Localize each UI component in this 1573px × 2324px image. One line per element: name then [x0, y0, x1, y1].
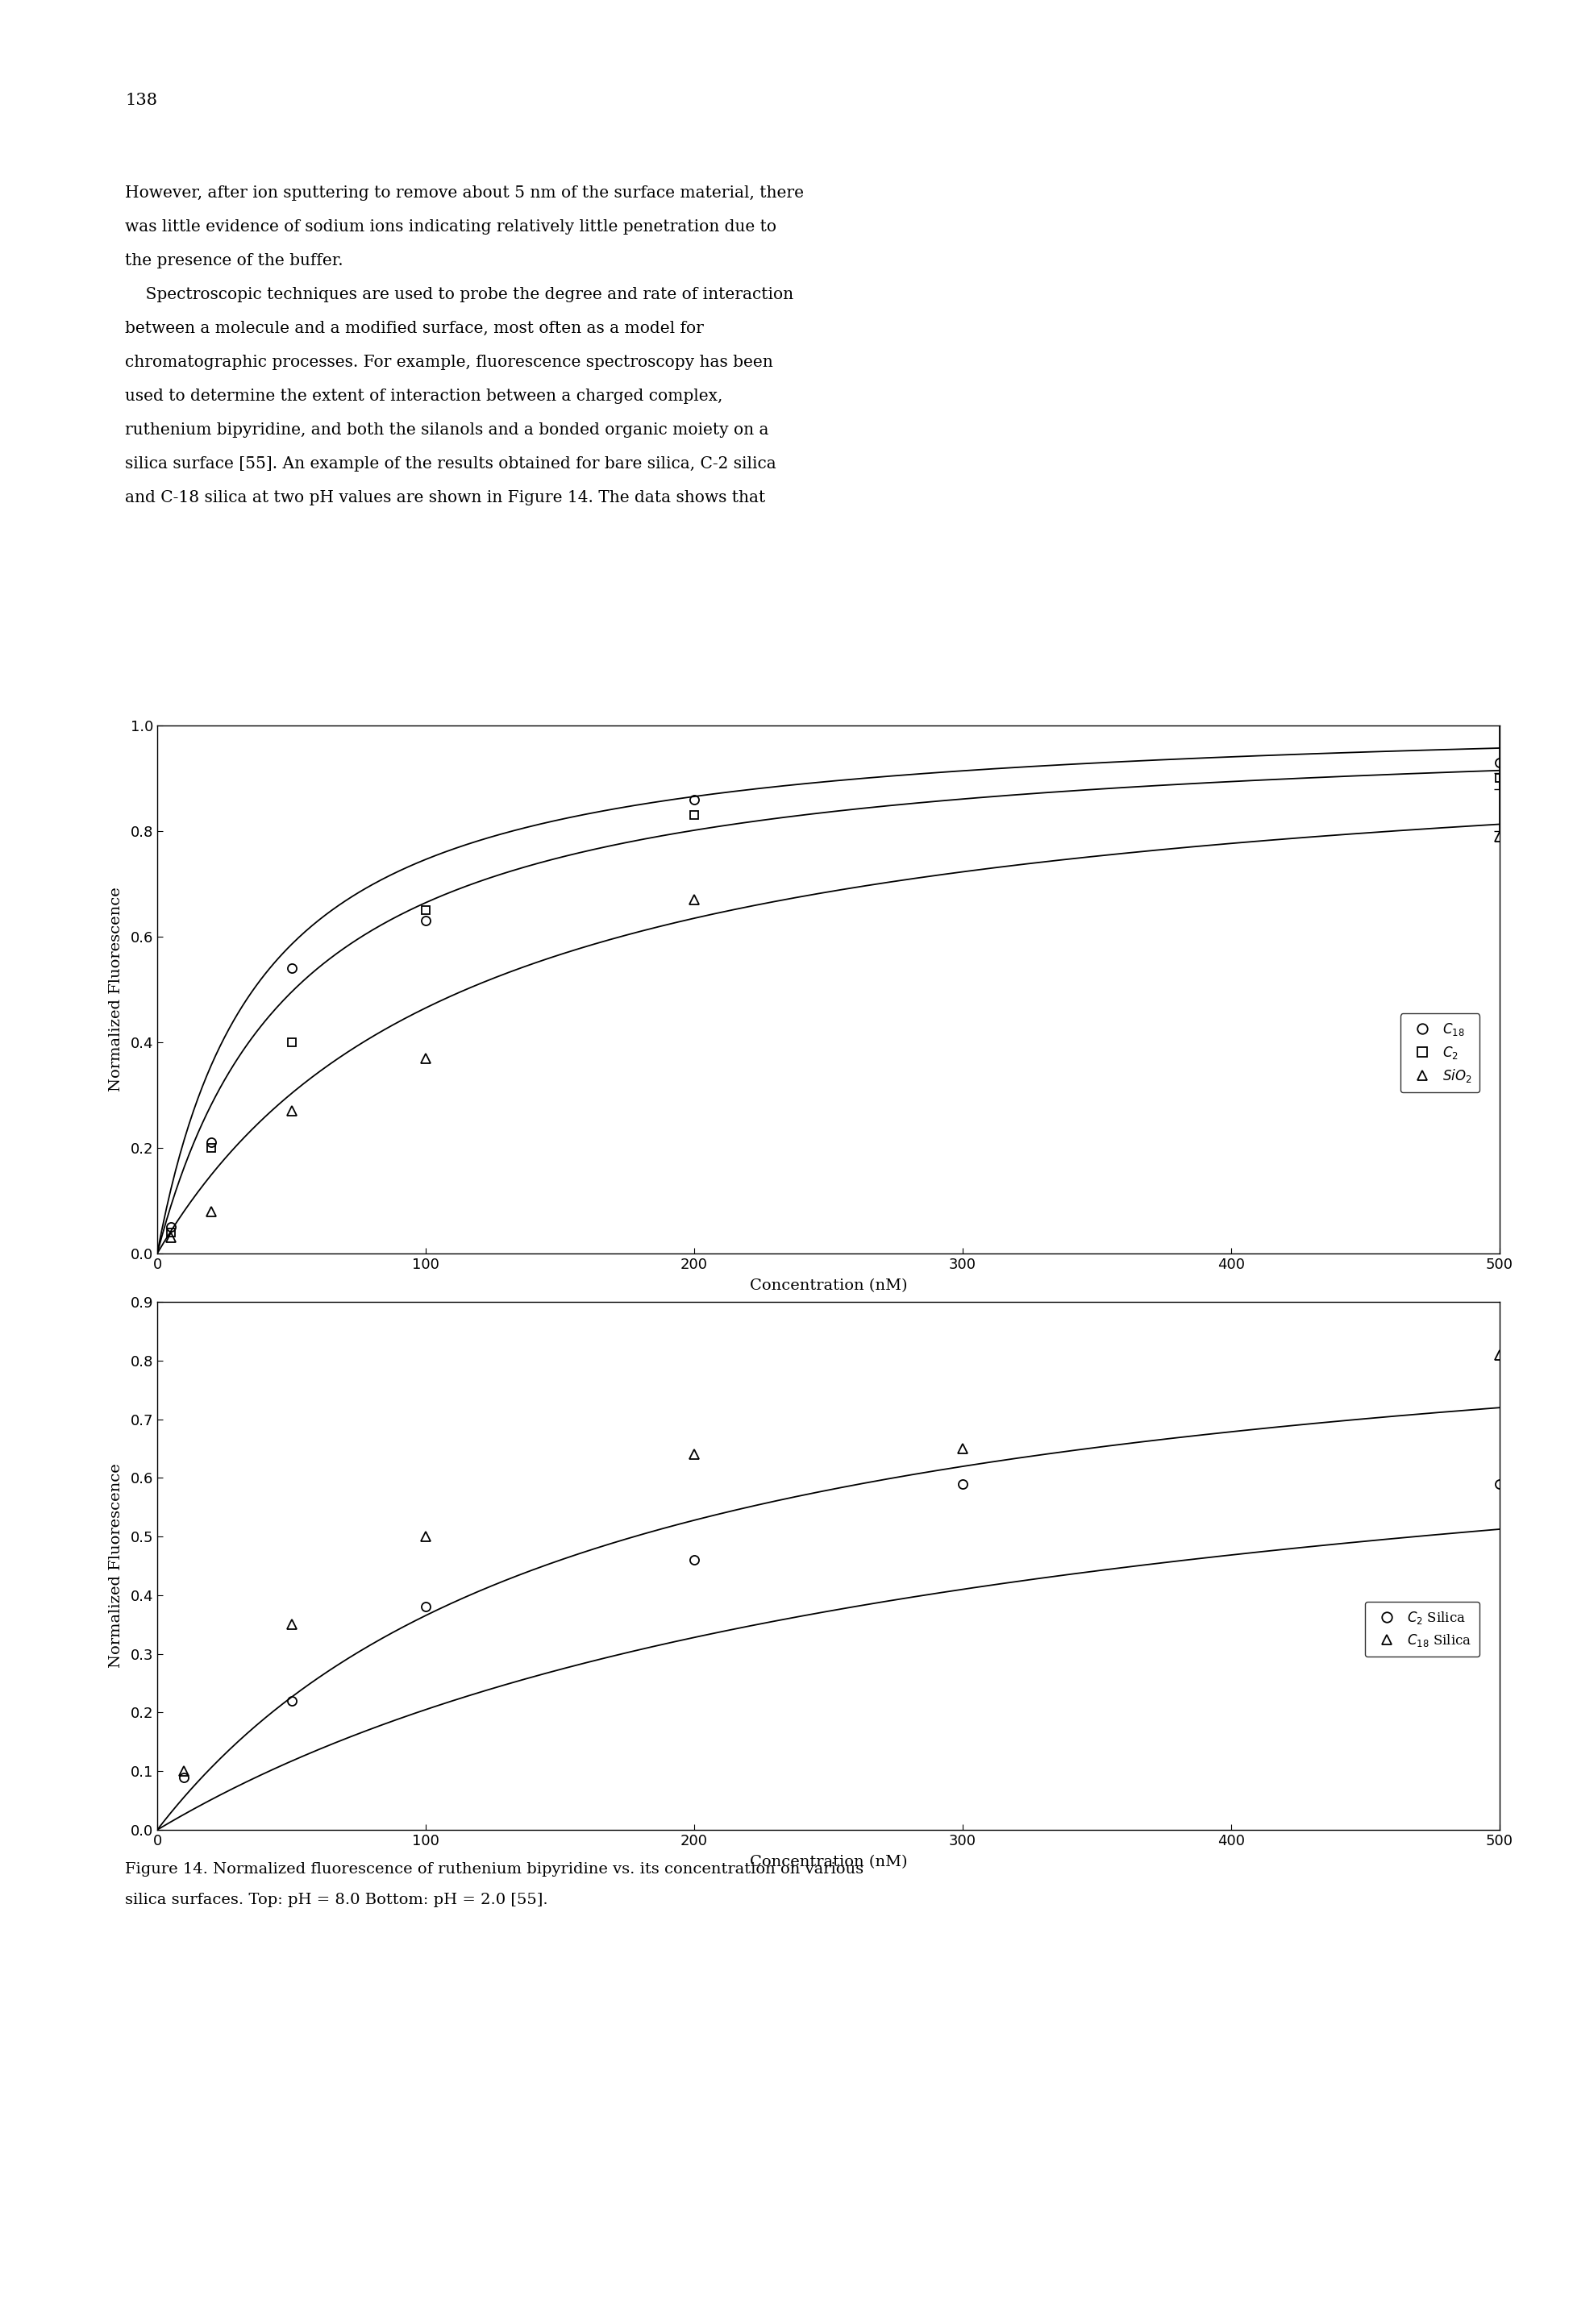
X-axis label: Concentration (nM): Concentration (nM) [750, 1855, 908, 1868]
Text: silica surfaces. Top: pH = 8.0 Bottom: pH = 2.0 [55].: silica surfaces. Top: pH = 8.0 Bottom: p… [124, 1892, 547, 1908]
Text: used to determine the extent of interaction between a charged complex,: used to determine the extent of interact… [124, 388, 722, 404]
X-axis label: Concentration (nM): Concentration (nM) [750, 1278, 908, 1292]
Y-axis label: Normalized Fluorescence: Normalized Fluorescence [109, 1464, 124, 1669]
Text: Figure 14. Normalized fluorescence of ruthenium bipyridine vs. its concentration: Figure 14. Normalized fluorescence of ru… [124, 1862, 864, 1875]
Text: ruthenium bipyridine, and both the silanols and a bonded organic moiety on a: ruthenium bipyridine, and both the silan… [124, 423, 769, 437]
Text: chromatographic processes. For example, fluorescence spectroscopy has been: chromatographic processes. For example, … [124, 356, 772, 370]
Text: However, after ion sputtering to remove about 5 nm of the surface material, ther: However, after ion sputtering to remove … [124, 186, 804, 200]
Text: was little evidence of sodium ions indicating relatively little penetration due : was little evidence of sodium ions indic… [124, 218, 777, 235]
Text: between a molecule and a modified surface, most often as a model for: between a molecule and a modified surfac… [124, 321, 703, 337]
Legend: $C_{2}$ Silica, $C_{18}$ Silica: $C_{2}$ Silica, $C_{18}$ Silica [1365, 1601, 1480, 1657]
Text: 138: 138 [124, 93, 157, 107]
Text: the presence of the buffer.: the presence of the buffer. [124, 253, 343, 270]
Text: and C-18 silica at two pH values are shown in Figure 14. The data shows that: and C-18 silica at two pH values are sho… [124, 490, 766, 504]
Text: Spectroscopic techniques are used to probe the degree and rate of interaction: Spectroscopic techniques are used to pro… [124, 286, 793, 302]
Text: silica surface [55]. An example of the results obtained for bare silica, C-2 sil: silica surface [55]. An example of the r… [124, 456, 775, 472]
Y-axis label: Normalized Fluorescence: Normalized Fluorescence [109, 888, 124, 1092]
Legend: $C_{18}$, $C_{2}$, $SiO_{2}$: $C_{18}$, $C_{2}$, $SiO_{2}$ [1400, 1013, 1480, 1092]
